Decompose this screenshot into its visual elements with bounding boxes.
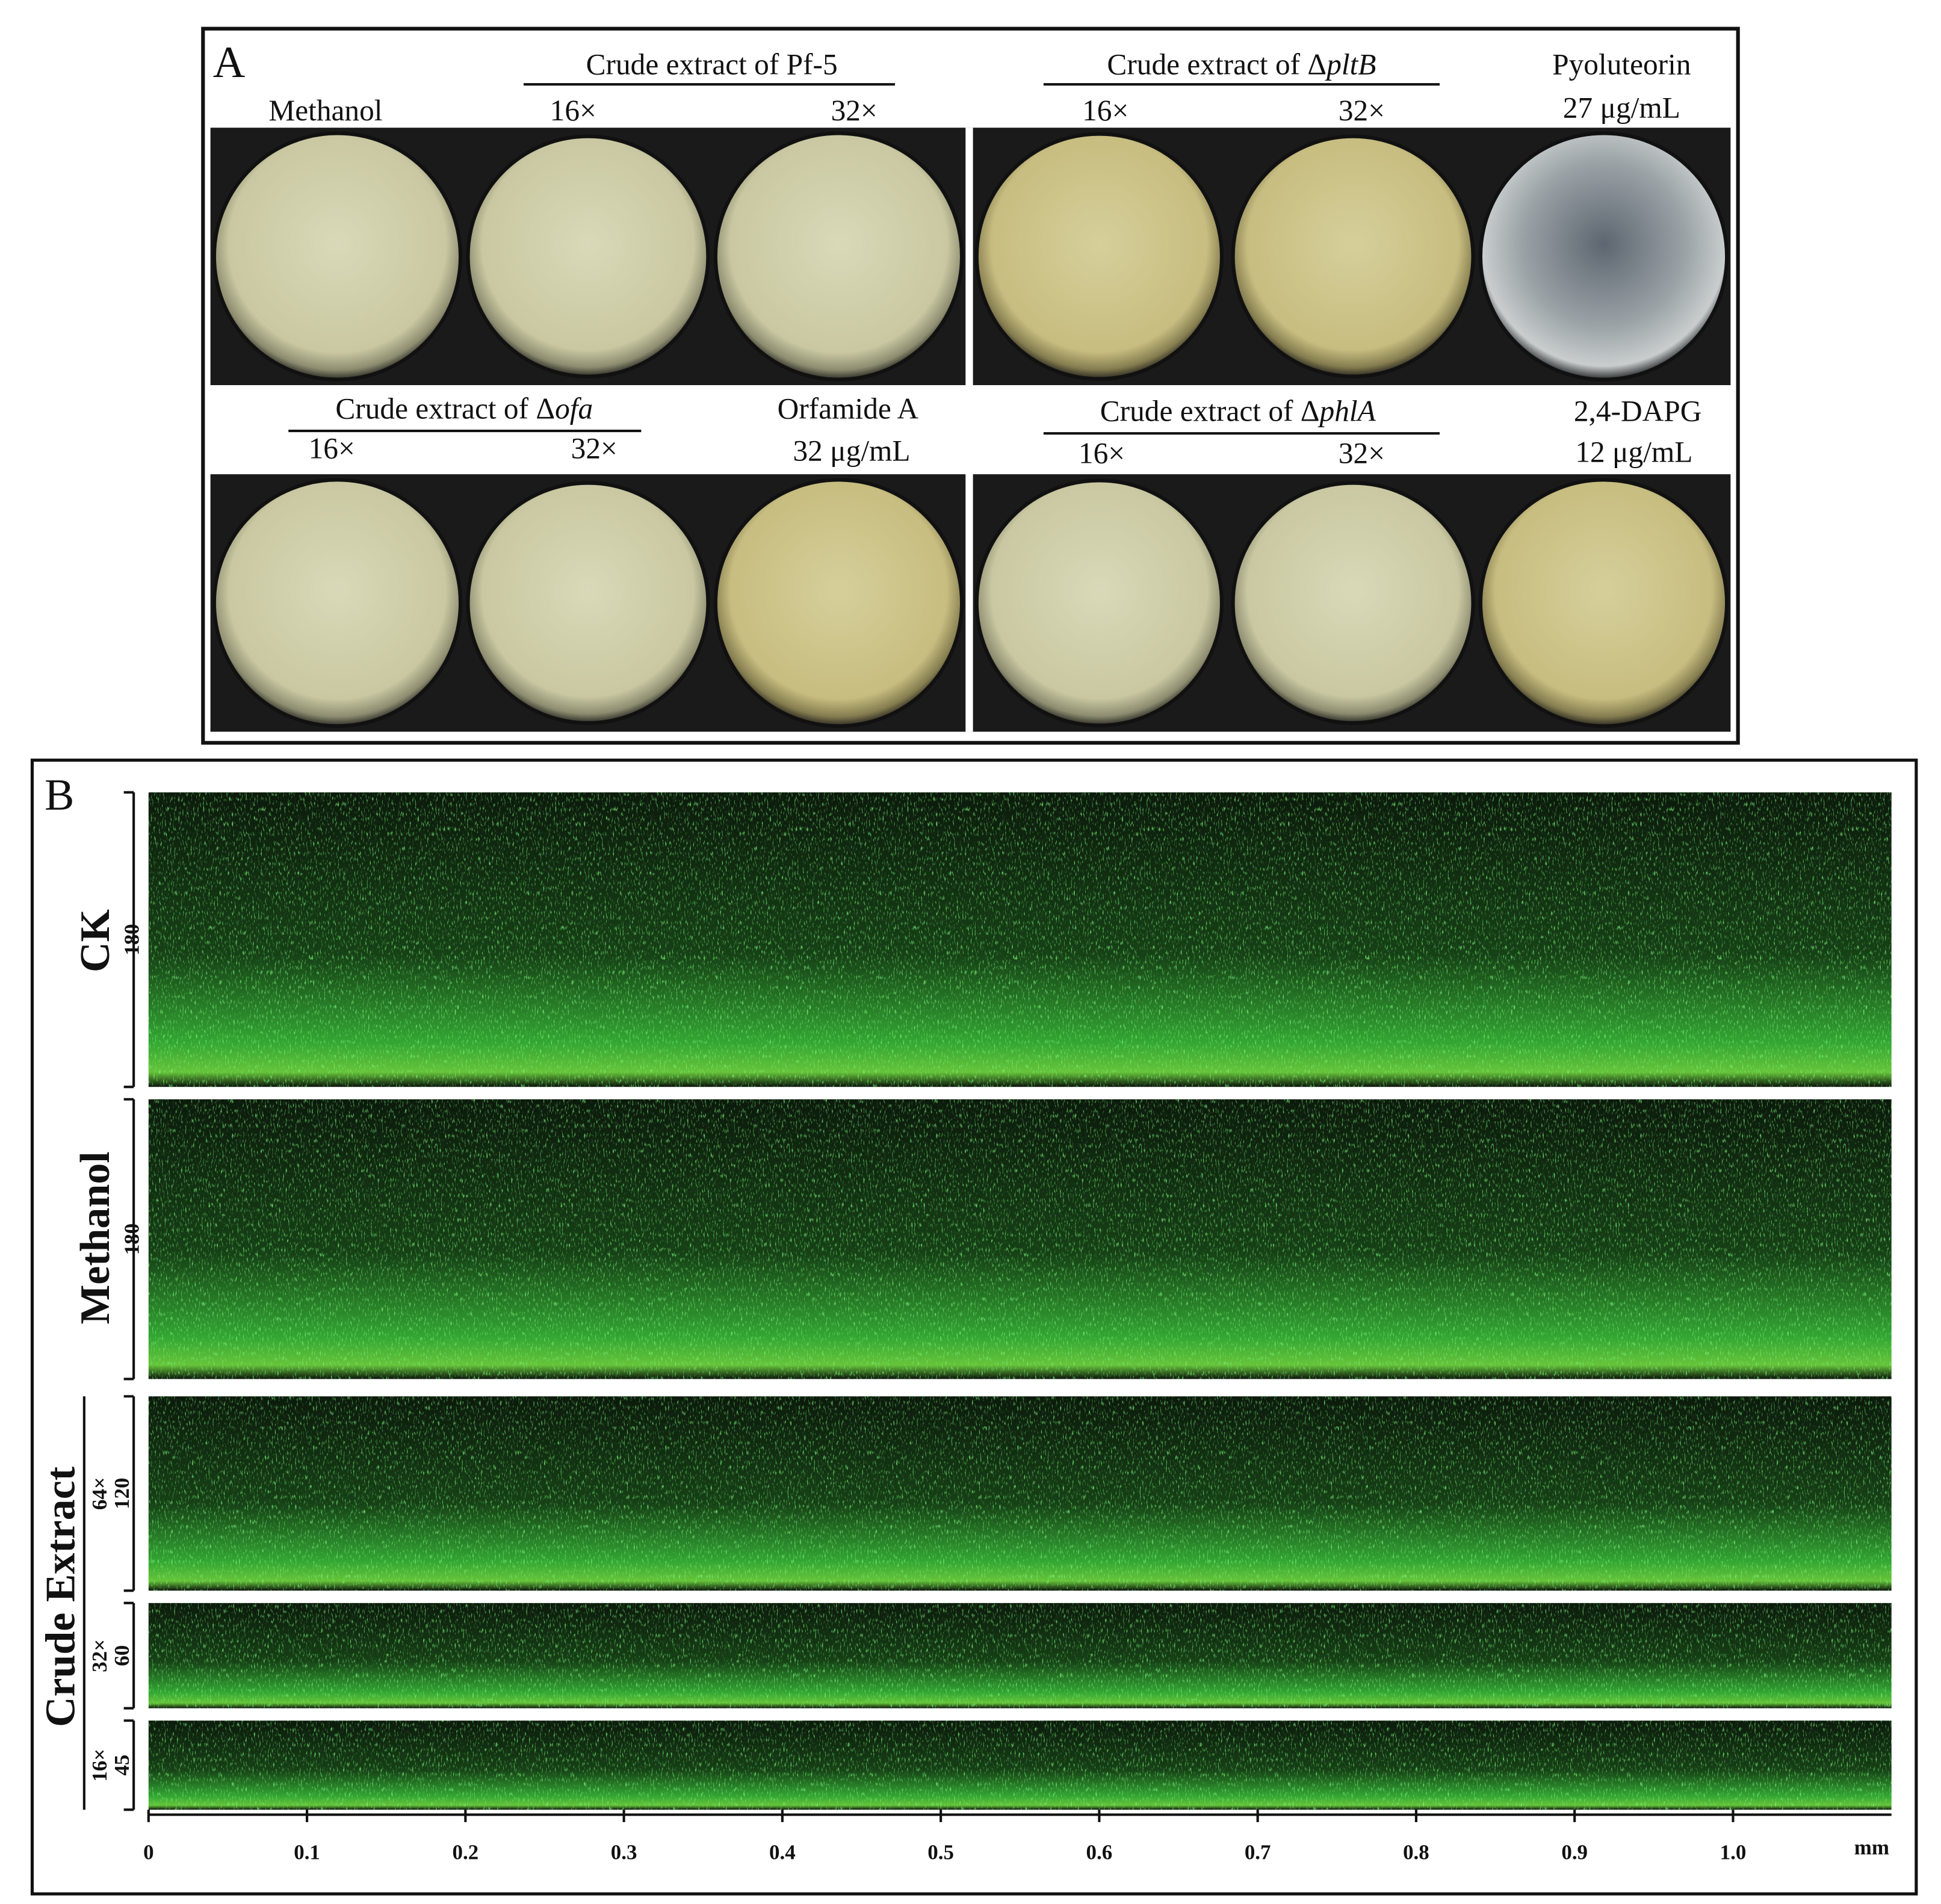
panel-label: A [213,38,245,87]
header-gene: ofa [555,392,593,425]
well [212,478,463,728]
x-tick-label: 0.4 [769,1841,796,1864]
wells [212,128,1729,732]
group-label: Crude Extract [37,1467,84,1727]
x-tick-label: 0.3 [611,1841,637,1864]
caption: 27 μg/mL [1563,91,1680,125]
caption: Orfamide A [778,392,919,425]
x-tick-label: 1.0 [1720,1841,1747,1864]
x-tick-label: 0.8 [1403,1841,1429,1864]
caption: 2,4-DAPG [1574,395,1702,428]
well [713,131,964,382]
well [1478,478,1729,728]
caption: 12 μg/mL [1575,436,1692,469]
x-tick-label: 0.2 [452,1841,478,1864]
well [1478,131,1729,382]
divider [965,128,973,732]
header-text: Crude extract of Δ [1107,48,1327,81]
well [212,131,463,382]
depth-label: 120 [110,1478,134,1509]
panel-a-frame [201,26,1740,745]
caption: 32 μg/mL [793,434,910,467]
well [1231,481,1475,725]
well [466,134,710,379]
caption: 32× [831,94,878,127]
x-tick-label: 0.1 [294,1841,320,1864]
header: Crude extract of Δofa [335,392,593,425]
dose-label: 16× [88,1749,111,1782]
caption: Methanol [268,94,382,127]
x-tick-label: 0 [143,1841,153,1864]
well [1231,134,1475,379]
caption: 32× [571,431,618,465]
row-label: Methanol [72,1151,119,1324]
row-label: CK [72,909,119,972]
depth-label: 180 [120,924,143,955]
well [974,478,1224,728]
confocal-texture [148,1099,1892,1379]
caption: Pyoluteorin [1552,48,1691,81]
depth-label: 45 [110,1755,134,1776]
panel-label: B [45,770,74,820]
panel-b-frame [30,758,1918,1896]
well [713,478,964,728]
well [974,132,1224,381]
caption: 16× [1082,94,1128,127]
header-gene: pltB [1325,48,1376,81]
x-tick-label: 0.5 [927,1841,954,1864]
caption: 32× [1339,437,1385,470]
caption: 16× [550,94,596,127]
confocal-texture [148,792,1892,1087]
header-text: Crude extract of Δ [335,392,555,425]
header: Crude extract of Pf-5 [586,48,838,81]
dose-label: 64× [88,1477,111,1510]
caption: 16× [1079,437,1125,470]
depth-label: 180 [120,1223,143,1255]
caption: 16× [309,431,355,465]
header-gene: phlA [1318,395,1376,428]
depth-label: 60 [110,1645,134,1666]
well [466,481,710,725]
confocal-texture [148,1396,1892,1591]
confocal-texture [148,1603,1892,1708]
header-text: Crude extract of Δ [1100,395,1320,428]
dose-label: 32× [88,1639,111,1672]
header: Crude extract of ΔpltB [1107,48,1376,81]
x-unit: mm [1854,1835,1889,1859]
header: Crude extract of ΔphlA [1100,395,1376,428]
x-tick-label: 0.6 [1086,1841,1113,1864]
caption: 32× [1339,94,1385,127]
confocal-texture [148,1720,1892,1810]
x-tick-label: 0.9 [1561,1841,1588,1864]
x-tick-label: 0.7 [1245,1841,1271,1864]
